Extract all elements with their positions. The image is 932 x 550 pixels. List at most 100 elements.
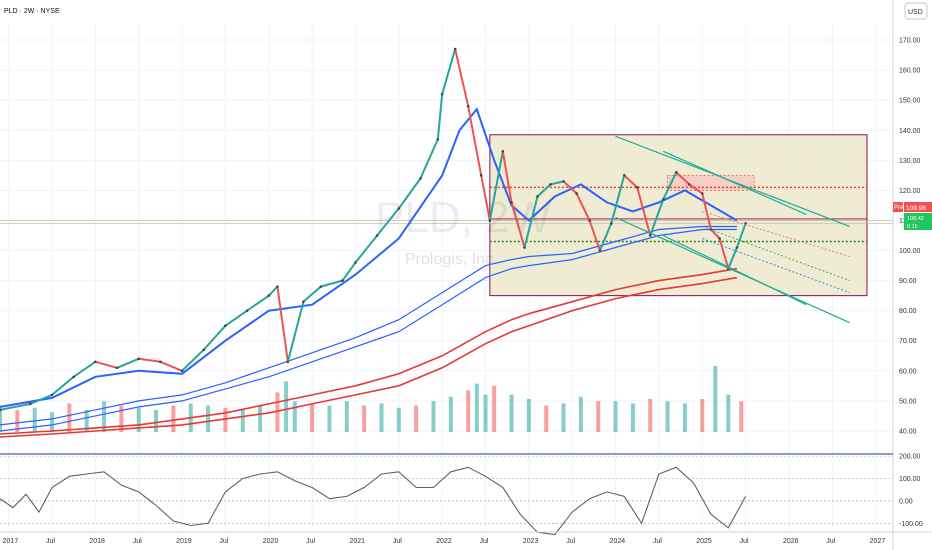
x-tick-label: Jul bbox=[46, 538, 55, 545]
price-segment bbox=[0, 402, 31, 411]
volume-bar bbox=[396, 407, 401, 432]
volume-bar bbox=[561, 403, 566, 432]
price-segment bbox=[454, 48, 470, 107]
volume-bar bbox=[578, 396, 583, 432]
price-segment bbox=[467, 106, 483, 176]
price-segment bbox=[354, 234, 378, 264]
price-point bbox=[302, 300, 305, 303]
volume-bar bbox=[630, 403, 635, 432]
price-point bbox=[419, 177, 422, 180]
channel-line bbox=[663, 150, 807, 215]
price-point bbox=[354, 261, 357, 264]
price-point bbox=[341, 279, 344, 282]
price-segment bbox=[610, 175, 626, 224]
price-point bbox=[622, 174, 626, 177]
pre-tag-bg bbox=[893, 202, 903, 212]
price-segment bbox=[398, 177, 422, 210]
price-point bbox=[648, 234, 652, 237]
price-segment bbox=[302, 285, 322, 303]
price-segment bbox=[575, 192, 591, 221]
price-segment bbox=[501, 151, 513, 203]
last-price-tag-bg bbox=[904, 202, 932, 212]
volume-bar bbox=[526, 399, 531, 432]
price-point bbox=[718, 237, 721, 240]
volume-bar bbox=[613, 401, 618, 432]
pre-tag-label: Pre bbox=[894, 205, 904, 211]
x-tick-label: Jul bbox=[480, 538, 489, 545]
price-point bbox=[276, 285, 279, 288]
price-segment bbox=[623, 174, 638, 189]
y-tick-label: 140.00 bbox=[899, 128, 921, 135]
price-point bbox=[159, 360, 162, 364]
moving-average-line bbox=[0, 276, 738, 438]
y-tick-label: 60.00 bbox=[899, 368, 917, 375]
price-point bbox=[440, 92, 444, 96]
grid bbox=[0, 22, 893, 530]
oscillator-line bbox=[0, 466, 747, 536]
price-line bbox=[0, 47, 747, 412]
price-point bbox=[94, 360, 97, 364]
price-point bbox=[562, 180, 565, 183]
price-segment bbox=[320, 279, 343, 288]
x-tick-label: 2020 bbox=[263, 538, 279, 545]
y-tick-label: 40.00 bbox=[899, 428, 917, 435]
channel-line bbox=[662, 234, 807, 306]
price-segment bbox=[675, 171, 690, 186]
price-point bbox=[466, 104, 470, 108]
price-point bbox=[479, 174, 483, 177]
price-segment bbox=[599, 223, 613, 251]
volume-bar bbox=[596, 401, 601, 432]
volume-bar bbox=[362, 405, 367, 432]
price-point bbox=[180, 369, 184, 373]
volume-bar bbox=[648, 399, 653, 432]
price-segment bbox=[736, 223, 747, 248]
x-tick-label: Jul bbox=[566, 538, 575, 545]
osc-tick-label: 0.00 bbox=[899, 498, 913, 505]
price-point bbox=[523, 246, 526, 249]
x-tick-label: Jul bbox=[826, 538, 835, 545]
price-segment bbox=[662, 171, 678, 200]
x-tick-label: 2018 bbox=[89, 538, 105, 545]
price-segment bbox=[29, 393, 53, 405]
price-segment bbox=[202, 325, 227, 351]
price-segment bbox=[480, 175, 491, 221]
currency-button[interactable] bbox=[904, 2, 928, 20]
price-point bbox=[635, 186, 639, 189]
price-segment bbox=[588, 220, 601, 251]
watermark-name: Prologis, Inc. bbox=[405, 251, 497, 268]
price-segment bbox=[286, 301, 305, 363]
price-segment bbox=[436, 94, 444, 140]
x-tick-label: 2022 bbox=[436, 538, 452, 545]
volume-bar bbox=[15, 410, 20, 432]
price-point bbox=[137, 357, 141, 361]
volume-bar bbox=[32, 407, 37, 432]
price-segment bbox=[523, 196, 539, 248]
volume-bar bbox=[682, 403, 687, 432]
y-tick-label: 80.00 bbox=[899, 308, 917, 315]
volume-bar bbox=[665, 401, 670, 432]
price-segment bbox=[562, 180, 578, 195]
header: PLD · 2W · NYSE USD bbox=[4, 2, 928, 20]
price-point bbox=[575, 192, 578, 195]
moving-average-line bbox=[0, 225, 737, 426]
volume-bar bbox=[67, 403, 72, 432]
currency-label: USD bbox=[908, 9, 923, 16]
x-tick-label: 2017 bbox=[3, 538, 19, 545]
price-segment bbox=[419, 138, 439, 179]
price-segment bbox=[224, 309, 248, 327]
price-segment bbox=[488, 151, 504, 221]
price-segment bbox=[341, 261, 357, 282]
price-segment bbox=[718, 238, 730, 269]
volume-bar bbox=[223, 407, 228, 432]
osc-tick-label: 200.00 bbox=[899, 454, 921, 461]
x-tick-label: 2026 bbox=[783, 538, 799, 545]
price-point bbox=[245, 309, 249, 312]
range-box bbox=[0, 134, 893, 297]
price-point bbox=[397, 207, 401, 210]
volume-bar bbox=[483, 394, 488, 432]
volume-bar bbox=[327, 405, 332, 432]
price-point bbox=[501, 150, 505, 153]
resistance-zone bbox=[667, 175, 755, 191]
